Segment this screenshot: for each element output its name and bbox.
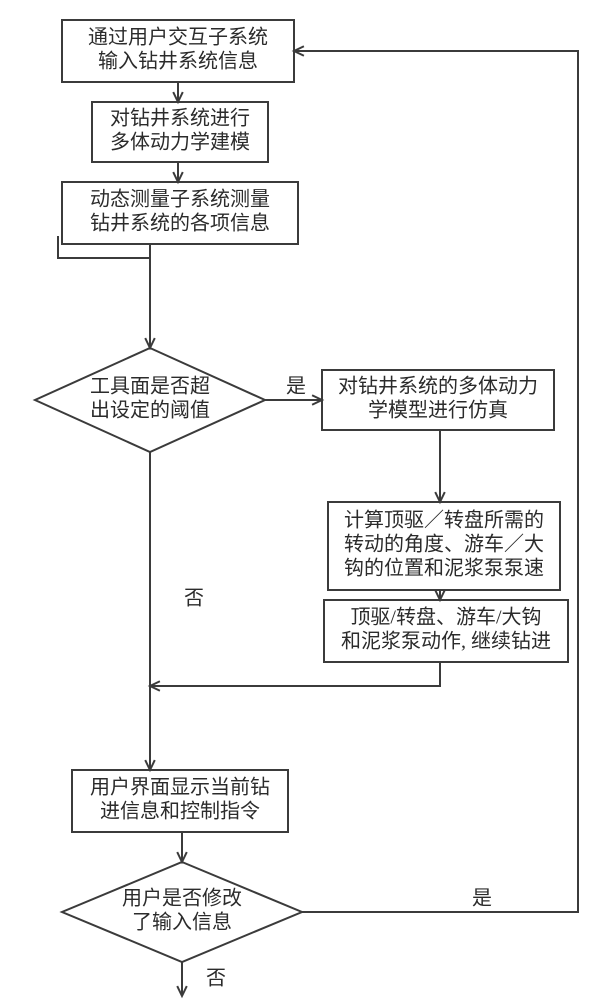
n7-line-0: 用户界面显示当前钻 <box>90 776 270 799</box>
d2-line-1: 了输入信息 <box>132 911 232 934</box>
d1-line-1: 出设定的阈值 <box>90 399 210 422</box>
n6-line-0: 顶驱/转盘、游车/大钩 <box>350 606 541 629</box>
n5-line-0: 计算顶驱／转盘所需的 <box>344 509 544 532</box>
n1-line-1: 输入钻井系统信息 <box>98 50 258 73</box>
d2-line-0: 用户是否修改 <box>122 887 242 910</box>
n4-line-1: 学模型进行仿真 <box>368 399 508 422</box>
l_yes1: 是 <box>286 376 306 398</box>
n6-line-1: 和泥浆泵动作, 继续钻进 <box>341 630 551 653</box>
n3-line-0: 动态测量子系统测量 <box>90 188 270 211</box>
n2-line-0: 对钻井系统进行 <box>110 107 250 130</box>
n2-line-1: 多体动力学建模 <box>110 131 250 154</box>
n5-line-1: 转动的角度、游车／大 <box>344 533 544 556</box>
n3-line-1: 钻井系统的各项信息 <box>90 212 270 235</box>
e-d2-n1 <box>294 51 578 912</box>
n1-line-0: 通过用户交互子系统 <box>88 26 268 49</box>
d1-line-0: 工具面是否超 <box>90 375 210 398</box>
l_no2: 否 <box>206 968 226 990</box>
n4-line-0: 对钻井系统的多体动力 <box>338 375 538 398</box>
e-n6-merge <box>150 662 440 686</box>
l_yes2: 是 <box>472 888 492 910</box>
n5-line-2: 钩的位置和泥浆泵泵速 <box>344 557 544 580</box>
n7-line-1: 进信息和控制指令 <box>100 800 260 823</box>
l_no1: 否 <box>184 588 204 610</box>
flowchart: 通过用户交互子系统输入钻井系统信息对钻井系统进行多体动力学建模动态测量子系统测量… <box>0 0 592 1000</box>
